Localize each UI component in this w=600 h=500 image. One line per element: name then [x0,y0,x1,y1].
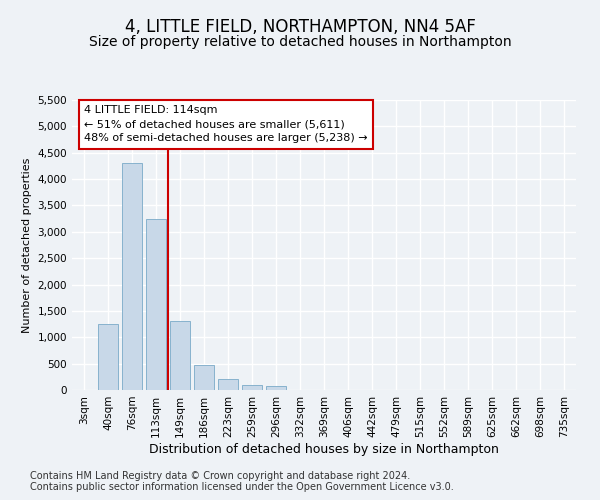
Text: Size of property relative to detached houses in Northampton: Size of property relative to detached ho… [89,35,511,49]
Text: Contains public sector information licensed under the Open Government Licence v3: Contains public sector information licen… [30,482,454,492]
Text: Contains HM Land Registry data © Crown copyright and database right 2024.: Contains HM Land Registry data © Crown c… [30,471,410,481]
Bar [242,384,262,390]
Bar [98,324,118,390]
Bar [266,386,286,390]
Bar [122,164,142,390]
Bar [218,380,238,390]
Text: 4, LITTLE FIELD, NORTHAMPTON, NN4 5AF: 4, LITTLE FIELD, NORTHAMPTON, NN4 5AF [125,18,475,36]
X-axis label: Distribution of detached houses by size in Northampton: Distribution of detached houses by size … [149,442,499,456]
Bar [170,322,190,390]
Bar [194,364,214,390]
Text: 4 LITTLE FIELD: 114sqm
← 51% of detached houses are smaller (5,611)
48% of semi-: 4 LITTLE FIELD: 114sqm ← 51% of detached… [84,106,368,144]
Y-axis label: Number of detached properties: Number of detached properties [22,158,32,332]
Bar [146,218,166,390]
